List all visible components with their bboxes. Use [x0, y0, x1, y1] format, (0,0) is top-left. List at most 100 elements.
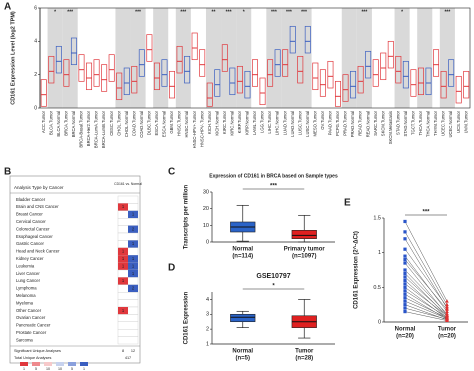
chart-title: GSE10797: [256, 273, 290, 280]
x-tick-label: BRCA-Her2.Tumor: [86, 110, 91, 146]
x-tick-label: KIRP.Tumor: [237, 110, 242, 133]
pair-line: [404, 249, 448, 307]
point: [403, 285, 407, 289]
point: [403, 268, 407, 272]
y-axis-label: CD161 Expression Level (log2 TPM): [10, 11, 16, 105]
box: [214, 69, 221, 97]
x-tick-label: LUSC.Normal: [305, 111, 310, 137]
pair-shading: [356, 8, 372, 108]
x-tick-label: KIRC.Tumor: [222, 110, 227, 134]
footer-label: Total Unique Analyses: [14, 356, 51, 360]
pair-line: [404, 290, 448, 318]
y-tick-label: 2: [206, 327, 209, 333]
box: [282, 49, 289, 77]
significance: *: [272, 284, 275, 290]
box: [252, 59, 258, 87]
row-label: Gastric Cancer: [16, 241, 45, 246]
legend-swatch: [56, 362, 64, 366]
box: [395, 55, 402, 84]
x-tick-label: LGG.Tumor: [260, 110, 265, 133]
x-tick-label: UCEC.Normal: [448, 111, 453, 138]
point: [403, 282, 407, 286]
x-tick-label: STAD.Tumor: [395, 110, 400, 135]
row-label: Cervical Cancer: [16, 219, 46, 224]
significance: ***: [135, 9, 141, 15]
y-tick-label: 1: [378, 250, 381, 256]
legend-swatch: [32, 362, 40, 366]
x-tick-sublabel: (n=1097): [292, 254, 317, 260]
row-label: Kidney Cancer: [16, 256, 44, 261]
point: [403, 310, 407, 314]
x-tick-label: PAAD.Tumor: [328, 110, 333, 135]
x-tick-label: BRCA.Normal: [71, 111, 76, 137]
pair-line: [404, 300, 448, 319]
box: [463, 70, 470, 99]
box: [123, 67, 130, 96]
box: [291, 230, 317, 239]
row-cell: [117, 314, 139, 322]
x-tick-label: Normal: [232, 349, 253, 355]
x-tick-label: KIRC.Normal: [229, 111, 234, 136]
x-tick-label: Tumor: [295, 349, 314, 355]
box: [350, 70, 357, 99]
heat-cell: [128, 284, 138, 293]
y-axis-label: CD161 Expression (2^-ΔCt): [354, 231, 360, 309]
pair-line: [404, 311, 448, 321]
pair-shading: [175, 8, 191, 108]
point: [403, 230, 407, 234]
x-tick-label: BRCA-LumA.Tumor: [94, 110, 99, 148]
row-label: Ovarian Cancer: [16, 315, 46, 320]
legend-label: 1: [83, 367, 85, 371]
box: [372, 59, 379, 87]
heat-cell: [118, 277, 128, 285]
box: [161, 59, 168, 87]
row-cell: [117, 292, 139, 300]
pair-line: [404, 297, 448, 319]
row-label: Lymphoma: [16, 286, 37, 291]
box: [236, 65, 243, 94]
box: [176, 45, 183, 74]
point: [403, 296, 407, 300]
box: [274, 49, 281, 77]
point: [445, 307, 449, 311]
heat-cell: [118, 203, 128, 211]
box: [334, 80, 341, 107]
box: [191, 32, 198, 61]
x-tick-label: THYM.Tumor: [433, 110, 438, 136]
x-tick-label: Normal: [232, 247, 253, 253]
box: [138, 49, 145, 77]
x-tick-label: Primary tumor: [284, 247, 326, 253]
cell-value: 1: [122, 249, 125, 254]
x-tick-label: STAD.Normal: [403, 111, 408, 137]
significance: *: [401, 9, 403, 15]
x-tick-label: OV.Tumor: [320, 110, 325, 129]
row-label: Liver Cancer: [16, 271, 40, 276]
pair-shading: [236, 8, 252, 108]
pair-line: [404, 273, 448, 317]
box: [48, 55, 55, 84]
point: [445, 299, 449, 303]
x-tick-label: Normal: [395, 327, 416, 333]
panel-letter: D: [168, 263, 175, 274]
cell-value: 2: [132, 226, 135, 231]
point: [445, 302, 449, 307]
x-tick-label: PRAD.Tumor: [343, 110, 348, 135]
point: [403, 299, 407, 303]
box: [86, 62, 93, 91]
point: [403, 271, 407, 276]
significance: ***: [286, 9, 292, 15]
box: [116, 72, 123, 101]
y-axis-label: Transcripts per million: [184, 184, 190, 249]
y-tick-label: 1: [206, 341, 209, 347]
significance: **: [212, 9, 216, 15]
pair-line: [404, 269, 448, 314]
pair-line: [404, 287, 448, 319]
pair-line: [404, 276, 448, 316]
box: [206, 82, 213, 107]
row-label: Myeloma: [16, 300, 34, 305]
box: [387, 40, 394, 69]
x-tick-label: UVM.Tumor: [463, 110, 468, 133]
pair-shading: [296, 8, 312, 108]
x-tick-label: THCA.Normal: [426, 111, 431, 137]
